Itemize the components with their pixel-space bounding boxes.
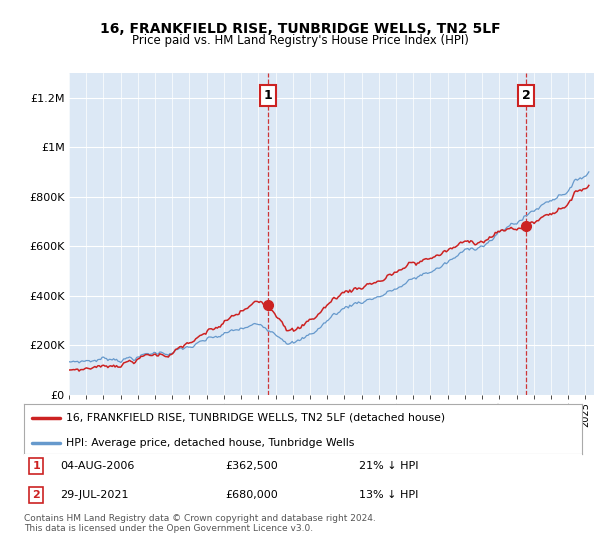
Text: 13% ↓ HPI: 13% ↓ HPI	[359, 490, 418, 500]
Text: 1: 1	[264, 89, 273, 102]
Text: 29-JUL-2021: 29-JUL-2021	[60, 490, 129, 500]
Text: 16, FRANKFIELD RISE, TUNBRIDGE WELLS, TN2 5LF (detached house): 16, FRANKFIELD RISE, TUNBRIDGE WELLS, TN…	[66, 413, 445, 423]
Text: 21% ↓ HPI: 21% ↓ HPI	[359, 461, 418, 471]
Text: Price paid vs. HM Land Registry's House Price Index (HPI): Price paid vs. HM Land Registry's House …	[131, 34, 469, 46]
Text: 1: 1	[32, 461, 40, 471]
Text: £362,500: £362,500	[225, 461, 278, 471]
Text: HPI: Average price, detached house, Tunbridge Wells: HPI: Average price, detached house, Tunb…	[66, 438, 354, 448]
Text: 2: 2	[32, 490, 40, 500]
Text: 04-AUG-2006: 04-AUG-2006	[60, 461, 134, 471]
Text: Contains HM Land Registry data © Crown copyright and database right 2024.
This d: Contains HM Land Registry data © Crown c…	[24, 514, 376, 534]
Text: £680,000: £680,000	[225, 490, 278, 500]
Text: 2: 2	[522, 89, 531, 102]
Text: 16, FRANKFIELD RISE, TUNBRIDGE WELLS, TN2 5LF: 16, FRANKFIELD RISE, TUNBRIDGE WELLS, TN…	[100, 22, 500, 36]
